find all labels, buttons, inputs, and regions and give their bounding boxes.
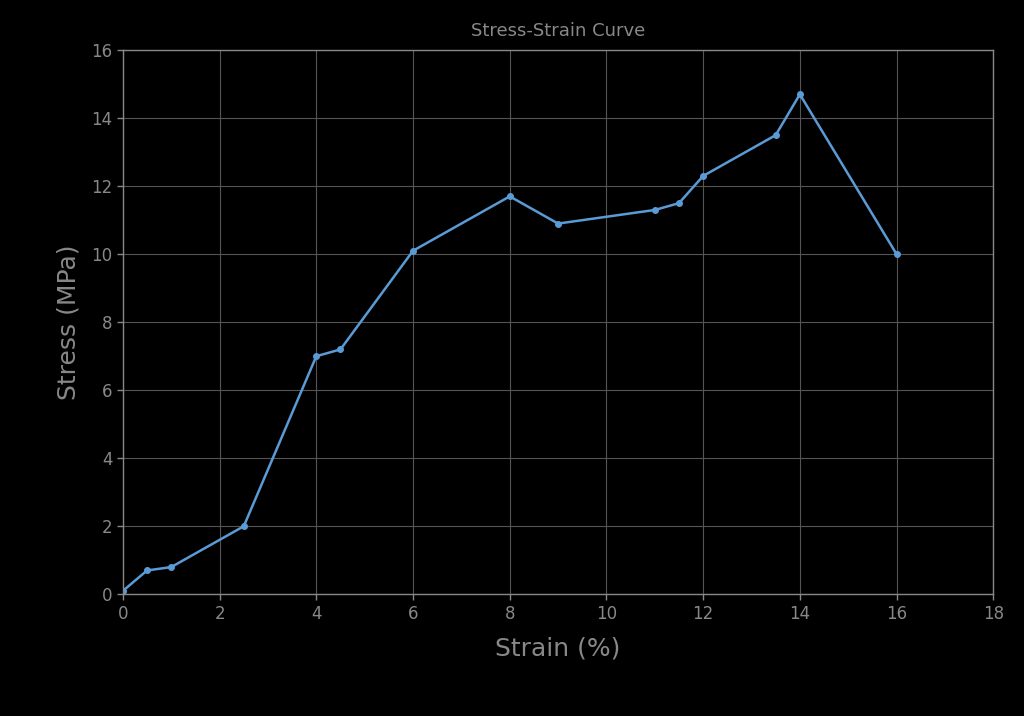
Y-axis label: Stress (MPa): Stress (MPa) bbox=[56, 244, 80, 400]
X-axis label: Strain (%): Strain (%) bbox=[496, 637, 621, 661]
Title: Stress-Strain Curve: Stress-Strain Curve bbox=[471, 22, 645, 40]
